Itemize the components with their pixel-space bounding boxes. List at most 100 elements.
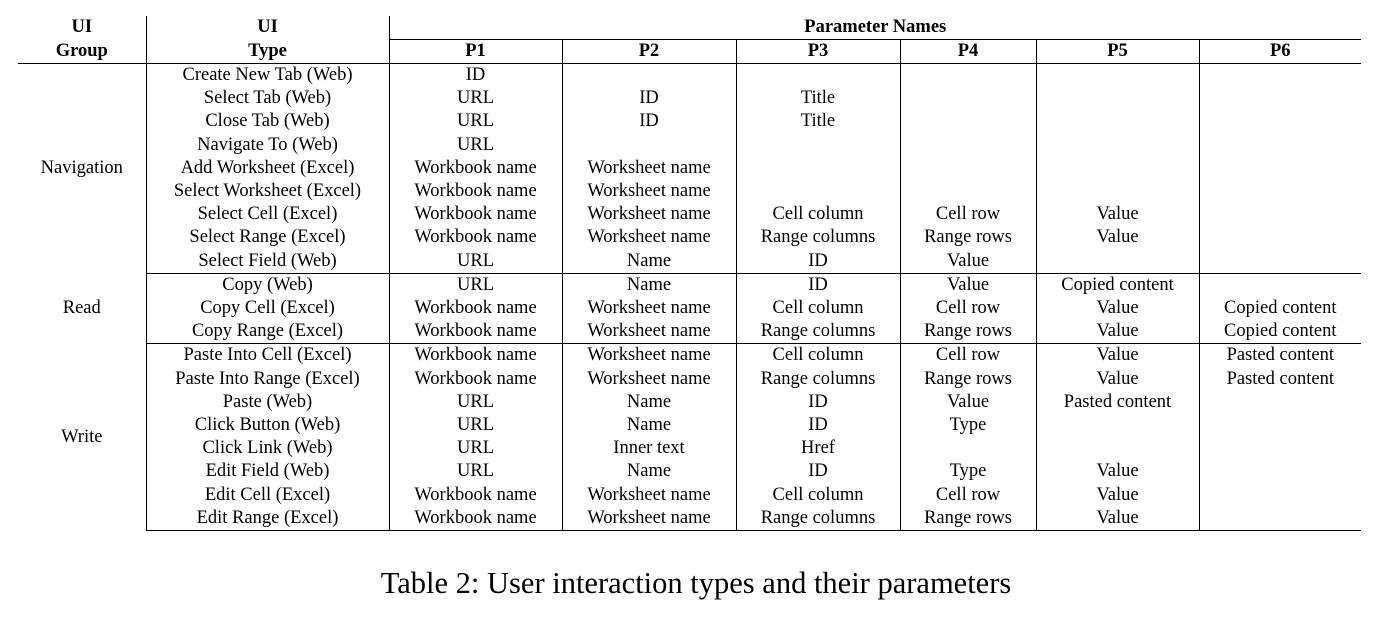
param-cell-p5	[1035, 180, 1199, 204]
table-row: Navigation Create New Tab (Web) ID	[18, 63, 1362, 178]
param-cell-p5	[1035, 156, 1199, 181]
param-cell-p5	[1035, 63, 1199, 88]
ui-type-cell: Edit Field (Web)	[145, 460, 389, 484]
param-cell-p3: Cell column	[735, 297, 900, 321]
param-cell-p6	[1198, 203, 1362, 227]
param-cell-p4: Type	[899, 414, 1036, 438]
param-cell-p6	[1198, 156, 1362, 181]
param-cell-p1: URL	[388, 460, 562, 484]
ui-type-cell: Copy Range (Excel)	[145, 320, 389, 345]
ui-type-cell: Close Tab (Web)	[145, 110, 389, 134]
param-cell-p2: Inner text	[561, 437, 736, 461]
table-row: Select Cell (Excel) Workbook name Workshee…	[18, 203, 1362, 227]
param-cell-p4: Range rows	[899, 506, 1036, 532]
param-cell-p5	[1035, 249, 1199, 274]
header-parameter-names: Parameter Names	[388, 16, 1362, 40]
param-cell-p5	[1035, 133, 1199, 157]
param-cell-p1: URL	[388, 437, 562, 461]
param-cell-p3: Title	[735, 110, 900, 134]
header-p6: P6	[1198, 39, 1362, 64]
table-row: Paste (Web) URL Name ID Value Pasted content	[18, 390, 1362, 415]
table-row: Select Worksheet (Excel) Workbook name Wor…	[18, 180, 1362, 204]
param-cell-p4: Range rows	[899, 320, 1036, 345]
param-cell-p4	[899, 110, 1036, 134]
param-cell-p1: Workbook name	[388, 156, 562, 181]
param-cell-p5: Value	[1035, 226, 1199, 250]
param-cell-p2: Name	[561, 273, 736, 298]
param-cell-p3: ID	[735, 249, 900, 274]
table-row: Write Paste Into Cell (Excel) Workbook nam…	[18, 343, 1362, 447]
param-cell-p1: URL	[388, 273, 562, 298]
param-cell-p5	[1035, 87, 1199, 111]
param-cell-p2: Worksheet name	[561, 297, 736, 321]
table-row: Select Field (Web) URL Name ID Value	[18, 249, 1362, 274]
ui-group-cell: Read	[62, 298, 101, 319]
header-ui-group-line1: UI	[71, 17, 93, 38]
param-cell-p4: Range rows	[899, 367, 1036, 391]
param-cell-p4	[899, 87, 1036, 111]
table-row: Paste Into Range (Excel) Workbook name Wor…	[18, 367, 1362, 391]
param-cell-p6	[1198, 506, 1362, 532]
ui-type-cell: Copy (Web)	[145, 273, 389, 298]
param-cell-p1: Workbook name	[388, 343, 562, 368]
param-cell-p1: URL	[388, 110, 562, 134]
param-cell-p1: Workbook name	[388, 226, 562, 250]
param-cell-p5: Pasted content	[1035, 390, 1199, 415]
param-cell-p4	[899, 437, 1036, 461]
param-cell-p2: Worksheet name	[561, 226, 736, 250]
param-cell-p5: Value	[1035, 343, 1199, 368]
param-cell-p1: Workbook name	[388, 297, 562, 321]
table-body: Navigation Create New Tab (Web) ID Select T…	[18, 63, 1362, 532]
param-cell-p1: URL	[388, 133, 562, 157]
param-cell-p4: Cell row	[899, 343, 1036, 368]
param-cell-p6	[1198, 414, 1362, 438]
param-cell-p3: Title	[735, 87, 900, 111]
param-cell-p4	[899, 156, 1036, 181]
param-cell-p2: Name	[561, 414, 736, 438]
param-cell-p6	[1198, 390, 1362, 415]
table-row: Copy Range (Excel) Workbook name Worksheet…	[18, 320, 1362, 345]
param-cell-p2	[561, 133, 736, 157]
ui-group-cell: Navigation	[40, 158, 123, 179]
table-row: Navigate To (Web) URL	[18, 133, 1362, 157]
param-cell-p6	[1198, 226, 1362, 250]
param-cell-p6	[1198, 87, 1362, 111]
param-cell-p5	[1035, 414, 1199, 438]
table-row: Click Button (Web) URL Name ID Type	[18, 414, 1362, 438]
param-cell-p2	[561, 63, 736, 88]
param-cell-p2: Worksheet name	[561, 367, 736, 391]
ui-type-cell: Create New Tab (Web)	[145, 63, 389, 88]
table-row: Click Link (Web) URL Inner text Href	[18, 437, 1362, 461]
param-cell-p3	[735, 180, 900, 204]
ui-type-cell: Select Range (Excel)	[145, 226, 389, 250]
param-cell-p2: Name	[561, 249, 736, 274]
param-cell-p6: Pasted content	[1198, 367, 1362, 391]
header-p4: P4	[899, 39, 1036, 64]
param-cell-p1: URL	[388, 414, 562, 438]
header-ui-group-line2: Group	[18, 39, 146, 64]
param-cell-p6	[1198, 63, 1362, 88]
param-cell-p2: Worksheet name	[561, 320, 736, 345]
table-row: Edit Field (Web) URL Name ID Type Value	[18, 460, 1362, 484]
param-cell-p5: Value	[1035, 320, 1199, 345]
ui-type-cell: Navigate To (Web)	[145, 133, 389, 157]
param-cell-p1: Workbook name	[388, 180, 562, 204]
param-cell-p3: Href	[735, 437, 900, 461]
param-cell-p3: ID	[735, 273, 900, 298]
param-cell-p5	[1035, 437, 1199, 461]
param-cell-p6	[1198, 249, 1362, 274]
param-cell-p2: Name	[561, 390, 736, 415]
table-row: Edit Cell (Excel) Workbook name Worksheet …	[18, 483, 1362, 507]
table-row: Read Copy (Web) URL Name ID Value Copied conte…	[18, 273, 1362, 318]
param-cell-p3: ID	[735, 390, 900, 415]
param-cell-p6	[1198, 460, 1362, 484]
ui-type-cell: Edit Range (Excel)	[145, 506, 389, 532]
ui-type-cell: Click Link (Web)	[145, 437, 389, 461]
param-cell-p1: Workbook name	[388, 203, 562, 227]
header-p2: P2	[561, 39, 736, 64]
param-cell-p4: Cell row	[899, 203, 1036, 227]
param-cell-p5: Value	[1035, 483, 1199, 507]
param-cell-p4	[899, 133, 1036, 157]
param-cell-p4: Value	[899, 273, 1036, 298]
